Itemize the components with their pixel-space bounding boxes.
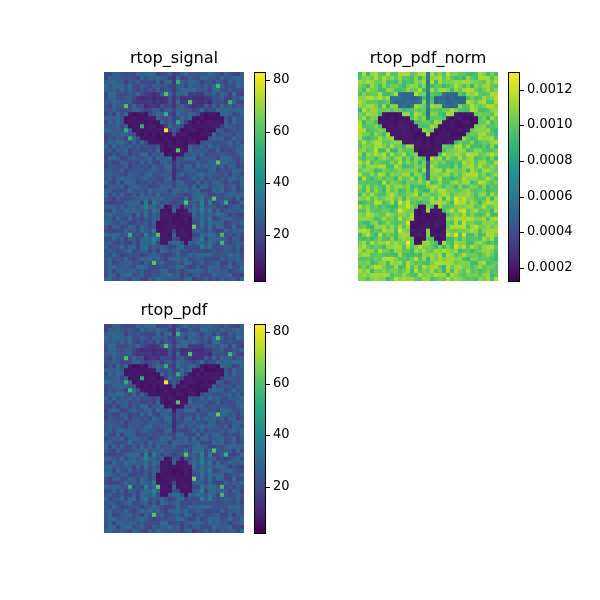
tick-label: 40 xyxy=(273,175,290,191)
tick-label: 0.0010 xyxy=(527,117,573,133)
tick-mark xyxy=(520,160,524,162)
tick-mark xyxy=(266,183,270,185)
colorbar xyxy=(254,324,266,534)
tick-label: 20 xyxy=(273,227,290,243)
tick-label: 40 xyxy=(273,427,290,443)
tick-mark xyxy=(520,125,524,127)
heatmap-image xyxy=(358,72,498,281)
tick-mark xyxy=(266,331,270,333)
tick-label: 80 xyxy=(273,71,290,87)
plot-title: rtop_pdf xyxy=(140,300,208,319)
tick-mark xyxy=(266,435,270,437)
tick-label: 80 xyxy=(273,323,290,339)
tick-mark xyxy=(520,196,524,198)
colorbar xyxy=(254,72,266,282)
tick-mark xyxy=(266,487,270,489)
heatmap-image xyxy=(104,72,244,281)
tick-mark xyxy=(520,232,524,234)
tick-label: 0.0006 xyxy=(527,188,573,204)
plot-title: rtop_pdf_norm xyxy=(369,48,487,67)
tick-label: 60 xyxy=(273,375,290,391)
tick-label: 20 xyxy=(273,479,290,495)
tick-label: 60 xyxy=(273,123,290,139)
tick-label: 0.0002 xyxy=(527,259,573,275)
tick-label: 0.0004 xyxy=(527,224,573,240)
tick-mark xyxy=(520,267,524,269)
tick-mark xyxy=(266,131,270,133)
colorbar xyxy=(508,72,520,282)
tick-mark xyxy=(520,89,524,91)
tick-mark xyxy=(266,235,270,237)
plot-title: rtop_signal xyxy=(129,48,219,67)
tick-label: 0.0008 xyxy=(527,152,573,168)
tick-mark xyxy=(266,383,270,385)
tick-label: 0.0012 xyxy=(527,81,573,97)
heatmap-image xyxy=(104,324,244,533)
tick-mark xyxy=(266,79,270,81)
